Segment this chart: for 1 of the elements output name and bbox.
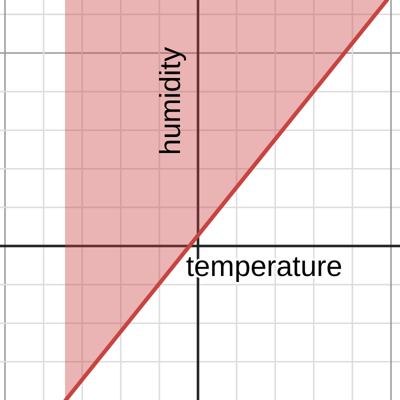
y-axis-title: humidity bbox=[155, 46, 187, 155]
